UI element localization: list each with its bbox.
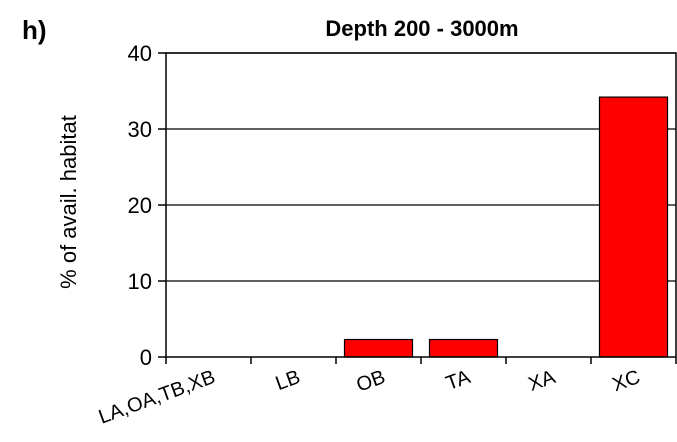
bar-xc	[598, 96, 669, 358]
x-tick-label: LA,OA,TB,XB	[96, 366, 218, 428]
x-tick-label: XA	[526, 366, 559, 396]
panel-label: h)	[22, 15, 47, 45]
bars	[343, 96, 669, 358]
plot-frame	[158, 52, 677, 364]
bar-ob	[343, 338, 414, 358]
y-tick-label: 0	[140, 345, 152, 370]
y-tick-labels: 0 10 20 30 40	[128, 41, 152, 370]
y-axis-label: % of avail. habitat	[56, 115, 81, 289]
x-tick-labels: LA,OA,TB,XB LB OB TA XA XC	[96, 366, 643, 429]
y-tick-label: 30	[128, 117, 152, 142]
x-tick-label: OB	[354, 366, 389, 397]
y-tick-label: 10	[128, 269, 152, 294]
y-tick-label: 20	[128, 193, 152, 218]
chart-title: Depth 200 - 3000m	[325, 16, 518, 41]
bar-ta	[428, 338, 499, 358]
y-tick-label: 40	[128, 41, 152, 66]
x-tick-label: TA	[443, 366, 474, 395]
x-tick-label: XC	[610, 366, 644, 396]
x-tick-label: LB	[273, 366, 304, 395]
